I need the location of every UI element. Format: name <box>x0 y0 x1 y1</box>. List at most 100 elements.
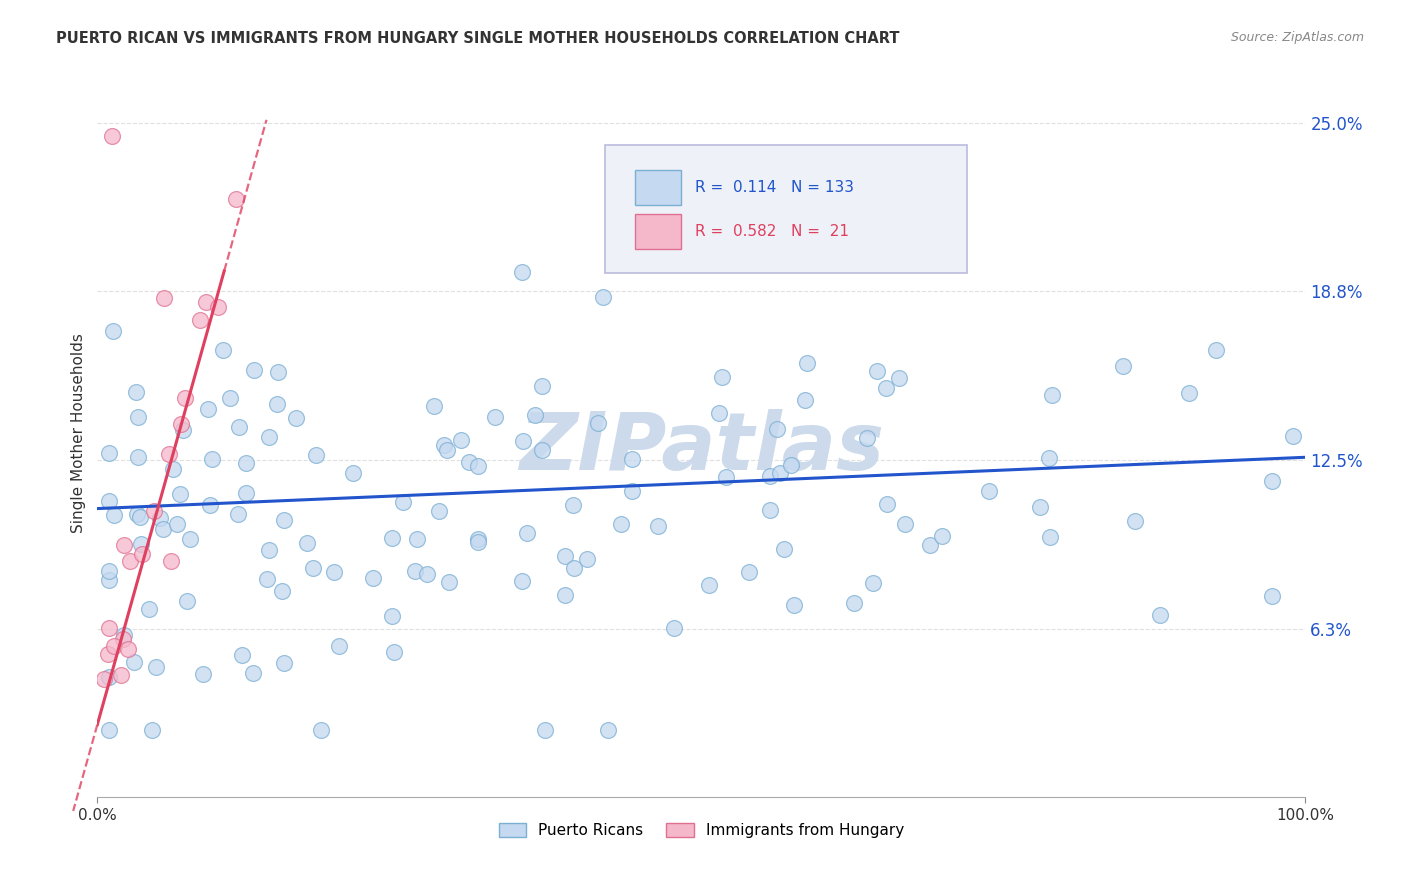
Point <box>138 602 160 616</box>
Point <box>271 584 294 599</box>
Point <box>382 645 405 659</box>
Point <box>110 668 132 682</box>
Point <box>228 420 250 434</box>
Point <box>783 599 806 613</box>
Point <box>201 451 224 466</box>
Point <box>160 554 183 568</box>
Point <box>866 364 889 378</box>
Point <box>142 504 165 518</box>
Point <box>304 448 326 462</box>
Point <box>98 723 121 737</box>
Point <box>266 397 288 411</box>
Point <box>1205 343 1227 357</box>
Point <box>842 596 865 610</box>
Point <box>361 571 384 585</box>
Point <box>392 495 415 509</box>
Point <box>381 531 404 545</box>
Point <box>381 608 404 623</box>
Point <box>197 402 219 417</box>
Point <box>257 542 280 557</box>
Y-axis label: Single Mother Households: Single Mother Households <box>72 333 86 533</box>
Point <box>111 632 134 647</box>
Point <box>433 438 456 452</box>
Point <box>176 594 198 608</box>
Point <box>710 370 733 384</box>
Point <box>1123 514 1146 528</box>
Point <box>596 723 619 737</box>
Point <box>862 575 884 590</box>
Point <box>510 265 533 279</box>
Text: PUERTO RICAN VS IMMIGRANTS FROM HUNGARY SINGLE MOTHER HOUSEHOLDS CORRELATION CHA: PUERTO RICAN VS IMMIGRANTS FROM HUNGARY … <box>56 31 900 46</box>
Point <box>523 408 546 422</box>
Point <box>769 466 792 480</box>
Point <box>98 620 121 634</box>
Point <box>793 392 815 407</box>
Point <box>97 648 120 662</box>
Point <box>977 483 1000 498</box>
Point <box>145 660 167 674</box>
Legend: Puerto Ricans, Immigrants from Hungary: Puerto Ricans, Immigrants from Hungary <box>492 817 910 845</box>
Point <box>98 670 121 684</box>
Text: R =  0.114   N = 133: R = 0.114 N = 133 <box>696 180 855 194</box>
Point <box>169 487 191 501</box>
Point <box>112 537 135 551</box>
Point <box>766 422 789 436</box>
Point <box>1261 589 1284 603</box>
Point <box>127 450 149 464</box>
Point <box>436 442 458 457</box>
Point <box>219 391 242 405</box>
Text: ZIPatlas: ZIPatlas <box>519 409 884 486</box>
Point <box>773 541 796 556</box>
Point <box>1112 359 1135 373</box>
Point <box>93 672 115 686</box>
Point <box>554 589 576 603</box>
Point <box>98 494 121 508</box>
Point <box>531 443 554 458</box>
Point <box>173 391 195 405</box>
Point <box>1029 500 1052 515</box>
Point <box>225 192 247 206</box>
Point <box>322 565 344 579</box>
Point <box>450 433 472 447</box>
Point <box>242 363 264 377</box>
Point <box>242 666 264 681</box>
Point <box>122 656 145 670</box>
Point <box>738 565 761 579</box>
Point <box>309 723 332 737</box>
Point <box>534 723 557 737</box>
Point <box>458 455 481 469</box>
Point <box>575 552 598 566</box>
Point <box>103 639 125 653</box>
Point <box>188 312 211 326</box>
Point <box>129 537 152 551</box>
Point <box>423 399 446 413</box>
Point <box>716 470 738 484</box>
Point <box>118 554 141 568</box>
Point <box>1040 388 1063 402</box>
Point <box>266 365 288 379</box>
Point <box>195 295 218 310</box>
Point <box>141 723 163 737</box>
Point <box>1282 429 1305 443</box>
Point <box>516 526 538 541</box>
Point <box>512 574 534 588</box>
Point <box>125 385 148 400</box>
Point <box>179 533 201 547</box>
Point <box>562 498 585 512</box>
Point <box>1260 474 1282 488</box>
Point <box>889 371 911 385</box>
Point <box>512 434 534 448</box>
Point <box>198 498 221 512</box>
Point <box>101 324 124 338</box>
Point <box>273 656 295 670</box>
Point <box>342 466 364 480</box>
Point <box>647 518 669 533</box>
Point <box>101 128 124 143</box>
Point <box>98 446 121 460</box>
Point <box>779 458 801 472</box>
Point <box>707 406 730 420</box>
Point <box>467 534 489 549</box>
Point <box>235 456 257 470</box>
Point <box>554 549 576 563</box>
Point <box>125 507 148 521</box>
